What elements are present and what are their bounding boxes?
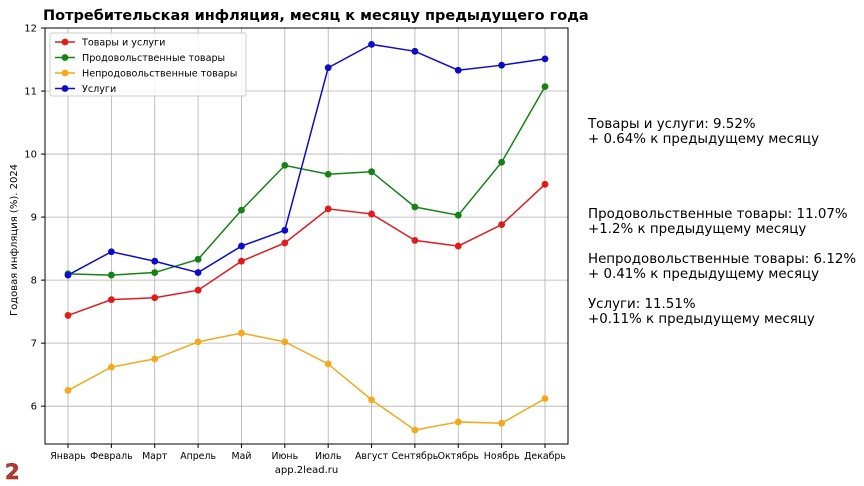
x-tick-label: Февраль	[90, 451, 133, 462]
y-tick-label: 9	[31, 213, 37, 224]
data-point	[281, 226, 289, 234]
x-tick-label: Март	[142, 451, 168, 462]
x-tick-label: Июль	[315, 451, 341, 462]
note-nonfood-change: + 0.41% к предыдущему месяцу	[588, 267, 820, 282]
data-point	[454, 242, 462, 250]
data-point	[454, 66, 462, 74]
series-line	[67, 43, 546, 276]
series-line	[67, 332, 546, 431]
data-point	[324, 64, 332, 72]
data-point	[238, 206, 245, 214]
note-food-change: +1.2% к предыдущему месяцу	[588, 222, 807, 237]
y-tick-label: 10	[24, 150, 37, 161]
legend-box	[49, 32, 247, 97]
legend-swatch-marker	[61, 38, 69, 46]
legend-swatch-marker	[61, 54, 69, 61]
data-point	[368, 396, 375, 404]
y-tick-label: 8	[31, 276, 37, 287]
legend-label: Непродовольственные товары	[82, 69, 237, 80]
data-point	[238, 257, 245, 265]
data-point	[238, 329, 245, 337]
data-point	[151, 257, 159, 265]
data-point	[541, 180, 549, 188]
y-tick-label: 6	[31, 402, 37, 413]
chart-title: Потребительская инфляция, месяц к месяцу…	[43, 8, 589, 24]
data-point	[411, 426, 419, 434]
axes: 6 7 8 9 10 11 12 Январь Февраль Март Апрель Май Июнь…	[9, 24, 569, 476]
legend-label: Услуги	[82, 84, 116, 95]
data-point	[107, 248, 115, 256]
data-point	[368, 168, 375, 176]
x-tick-label: Январь	[50, 451, 85, 462]
data-point	[498, 158, 506, 166]
grid	[45, 27, 568, 444]
data-point	[107, 271, 115, 279]
data-point	[541, 395, 549, 403]
series-line	[67, 183, 546, 317]
data-point	[151, 269, 159, 276]
data-point	[411, 47, 419, 55]
note-nonfood-value: Непродовольственные товары: 6.12%	[588, 252, 857, 267]
data-point	[324, 170, 332, 178]
data-point	[411, 237, 419, 244]
data-point	[324, 360, 332, 368]
data-point	[194, 269, 202, 276]
data-point	[64, 271, 72, 279]
data-point	[194, 286, 202, 294]
data-point	[238, 242, 245, 250]
note-food-value: Продовольственные товары: 11.07%	[588, 207, 848, 222]
data-point	[107, 363, 115, 371]
data-point	[454, 211, 462, 219]
y-tick-label: 7	[31, 339, 37, 350]
note-services-value: Услуги: 11.51%	[588, 297, 696, 312]
data-point	[368, 40, 375, 48]
x-tick-label: Декабрь	[524, 451, 566, 462]
data-point	[107, 296, 115, 304]
note-services-change: +0.11% к предыдущему месяцу	[588, 312, 815, 327]
data-point	[454, 418, 462, 426]
data-point	[541, 55, 549, 63]
y-axis-label: Годовая инфляция (%). 2024	[9, 164, 20, 316]
legend: Товары и услуги Продовольственные товары Н…	[49, 32, 247, 97]
data-point	[411, 203, 419, 211]
summary-notes: Товары и услуги: 9.52% + 0.64% к предыду…	[588, 117, 858, 327]
data-point	[498, 221, 506, 229]
x-tick-label: Май	[231, 451, 251, 462]
data-point	[194, 255, 202, 263]
x-tick-label: Сентябрь	[392, 451, 439, 462]
series-lines	[64, 40, 549, 434]
note-goods-services-change: + 0.64% к предыдущему месяцу	[588, 132, 820, 147]
data-point	[541, 83, 549, 91]
data-point	[281, 239, 289, 247]
x-tick-label: Июнь	[272, 451, 299, 462]
x-tick-label: Апрель	[180, 451, 216, 462]
data-point	[151, 294, 159, 302]
x-tick-label: Октябрь	[438, 451, 479, 462]
data-point	[281, 338, 289, 346]
data-point	[281, 162, 289, 169]
legend-label: Товары и услуги	[81, 38, 165, 49]
data-point	[324, 205, 332, 213]
x-tick-label: Август	[355, 451, 389, 462]
data-point	[498, 61, 506, 69]
data-point	[498, 419, 506, 427]
data-point	[64, 312, 72, 319]
y-tick-label: 12	[24, 24, 37, 35]
brand-logo-icon: 2	[5, 460, 20, 482]
data-point	[151, 355, 159, 363]
data-point	[194, 338, 202, 346]
x-axis-label: app.2lead.ru	[275, 465, 338, 476]
x-tick-label: Ноябрь	[484, 451, 520, 462]
series-line	[67, 86, 546, 276]
legend-swatch-marker	[61, 69, 69, 77]
data-point	[368, 210, 375, 218]
svg-text:2: 2	[5, 460, 20, 482]
data-point	[64, 387, 72, 394]
note-goods-services-value: Товары и услуги: 9.52%	[588, 117, 756, 132]
plot-frame	[44, 27, 569, 445]
legend-label: Продовольственные товары	[82, 53, 225, 64]
y-tick-label: 11	[24, 87, 37, 98]
legend-swatch-marker	[61, 85, 69, 92]
